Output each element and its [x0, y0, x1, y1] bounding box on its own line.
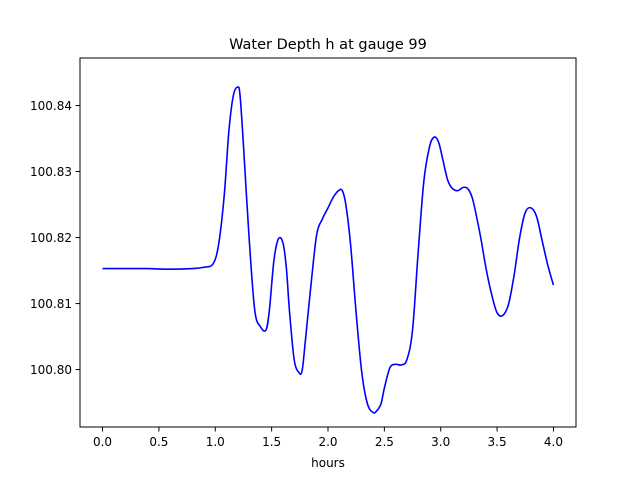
- y-tick-label: 100.81: [30, 297, 72, 311]
- x-tick-label: 3.0: [431, 435, 450, 449]
- chart-title: Water Depth h at gauge 99: [229, 37, 427, 53]
- x-tick-label: 4.0: [544, 435, 563, 449]
- y-tick-label: 100.82: [30, 231, 72, 245]
- x-tick-label: 2.5: [375, 435, 394, 449]
- x-tick-label: 3.5: [488, 435, 507, 449]
- x-axis-label: hours: [311, 456, 345, 470]
- y-tick-label: 100.80: [30, 363, 72, 377]
- x-tick-label: 0.5: [149, 435, 168, 449]
- series-layer: [102, 86, 555, 414]
- x-tick-label: 0.0: [93, 435, 112, 449]
- y-tick-label: 100.83: [30, 165, 72, 179]
- series-line-0: [102, 86, 555, 414]
- y-tick-label: 100.84: [30, 99, 72, 113]
- x-tick-label: 1.5: [262, 435, 281, 449]
- y-axis: 100.80 100.81 100.82 100.83 100.84: [30, 99, 80, 377]
- x-tick-label: 1.0: [206, 435, 225, 449]
- x-tick-label: 2.0: [318, 435, 337, 449]
- x-axis: 0.0 0.5 1.0 1.5 2.0 2.5 3.0 3.5 4.0: [93, 427, 563, 449]
